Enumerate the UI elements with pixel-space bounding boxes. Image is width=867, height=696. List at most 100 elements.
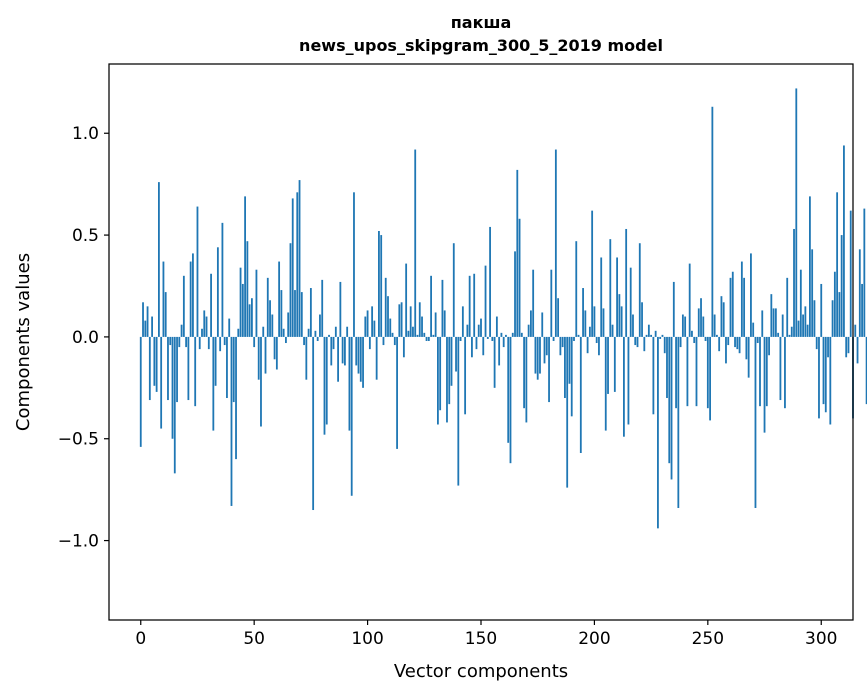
bar-161 <box>505 334 507 337</box>
bar-135 <box>446 336 448 423</box>
bar-149 <box>477 324 480 337</box>
bar-168 <box>520 332 523 337</box>
bar-76 <box>312 336 315 511</box>
bar-6 <box>153 336 156 386</box>
bar-73 <box>305 336 308 380</box>
bar-110 <box>389 318 392 337</box>
bar-28 <box>203 310 206 337</box>
bar-227 <box>654 330 657 337</box>
bar-317 <box>858 249 861 337</box>
bar-187 <box>564 336 566 399</box>
bar-272 <box>756 336 759 344</box>
bar-78 <box>316 336 319 341</box>
bar-303 <box>827 336 829 358</box>
bar-30 <box>207 336 210 350</box>
bar-142 <box>461 306 464 337</box>
y-tick-label-1: −0.5 <box>58 430 99 450</box>
x-tick-label-1: 50 <box>243 629 265 649</box>
bar-260 <box>729 277 732 337</box>
bar-223 <box>645 334 648 337</box>
bar-119 <box>409 306 412 337</box>
bar-205 <box>604 336 607 431</box>
bar-160 <box>502 336 505 348</box>
bar-48 <box>248 304 251 337</box>
bar-288 <box>793 228 795 337</box>
bar-292 <box>802 314 804 337</box>
bar-54 <box>262 326 265 337</box>
bar-285 <box>786 277 789 337</box>
bar-0 <box>139 336 142 447</box>
bar-37 <box>223 336 226 346</box>
bar-159 <box>500 332 503 337</box>
bar-22 <box>189 261 192 337</box>
bar-224 <box>647 324 650 337</box>
bar-241 <box>686 336 689 407</box>
bar-244 <box>693 336 696 344</box>
bar-182 <box>552 336 555 341</box>
bar-219 <box>636 336 639 348</box>
bar-164 <box>511 332 514 337</box>
bar-225 <box>650 334 653 337</box>
bar-117 <box>405 263 408 337</box>
bar-262 <box>734 336 736 348</box>
bar-291 <box>799 269 802 337</box>
bar-102 <box>371 306 374 337</box>
bar-42 <box>235 336 237 460</box>
bar-89 <box>341 336 344 364</box>
bar-180 <box>548 336 550 403</box>
bar-45 <box>241 283 244 337</box>
bar-215 <box>627 336 630 425</box>
bar-247 <box>700 298 702 337</box>
bar-276 <box>765 336 768 407</box>
bar-144 <box>466 324 469 337</box>
bar-79 <box>319 314 321 337</box>
bar-181 <box>550 269 553 337</box>
x-tick-label-4: 200 <box>578 629 610 649</box>
bar-75 <box>309 288 312 337</box>
bar-278 <box>770 294 773 337</box>
bar-103 <box>373 320 376 337</box>
bar-197 <box>586 336 589 354</box>
bar-286 <box>788 334 791 337</box>
bar-155 <box>491 336 494 341</box>
bars <box>139 88 867 529</box>
x-tick-label-2: 100 <box>351 629 383 649</box>
bar-204 <box>602 308 605 337</box>
bar-256 <box>720 296 723 337</box>
chart-subtitle: news_upos_skipgram_300_5_2019 model <box>299 36 663 55</box>
bar-74 <box>307 328 310 337</box>
bar-139 <box>455 336 457 372</box>
bar-55 <box>264 336 267 374</box>
plot-frame <box>108 63 854 621</box>
bar-133 <box>441 279 444 337</box>
bar-212 <box>620 306 623 337</box>
bar-193 <box>577 334 580 337</box>
bar-148 <box>475 336 478 350</box>
x-tick-label-6: 300 <box>805 629 837 649</box>
bar-106 <box>380 235 383 337</box>
bar-34 <box>216 247 219 337</box>
bar-189 <box>568 336 571 384</box>
bar-59 <box>273 336 276 360</box>
bar-213 <box>623 336 625 437</box>
bar-177 <box>541 312 544 337</box>
axis-ticks: 0 50 100 150 200 250 300 −1.0 −0.5 0.0 0.5 1.0 <box>58 124 838 649</box>
bar-201 <box>595 336 598 344</box>
bar-200 <box>593 306 596 337</box>
bar-38 <box>226 336 228 399</box>
bar-231 <box>663 336 666 354</box>
bar-64 <box>285 336 287 344</box>
bar-211 <box>618 294 621 337</box>
bar-100 <box>366 310 369 337</box>
bar-239 <box>681 314 684 337</box>
bar-90 <box>344 336 346 366</box>
bar-179 <box>545 336 548 356</box>
bar-318 <box>861 283 863 337</box>
bar-130 <box>434 312 437 337</box>
bar-8 <box>158 182 160 337</box>
bar-12 <box>167 336 169 401</box>
bar-68 <box>294 290 296 337</box>
bar-124 <box>421 316 423 337</box>
bar-311 <box>845 336 848 358</box>
